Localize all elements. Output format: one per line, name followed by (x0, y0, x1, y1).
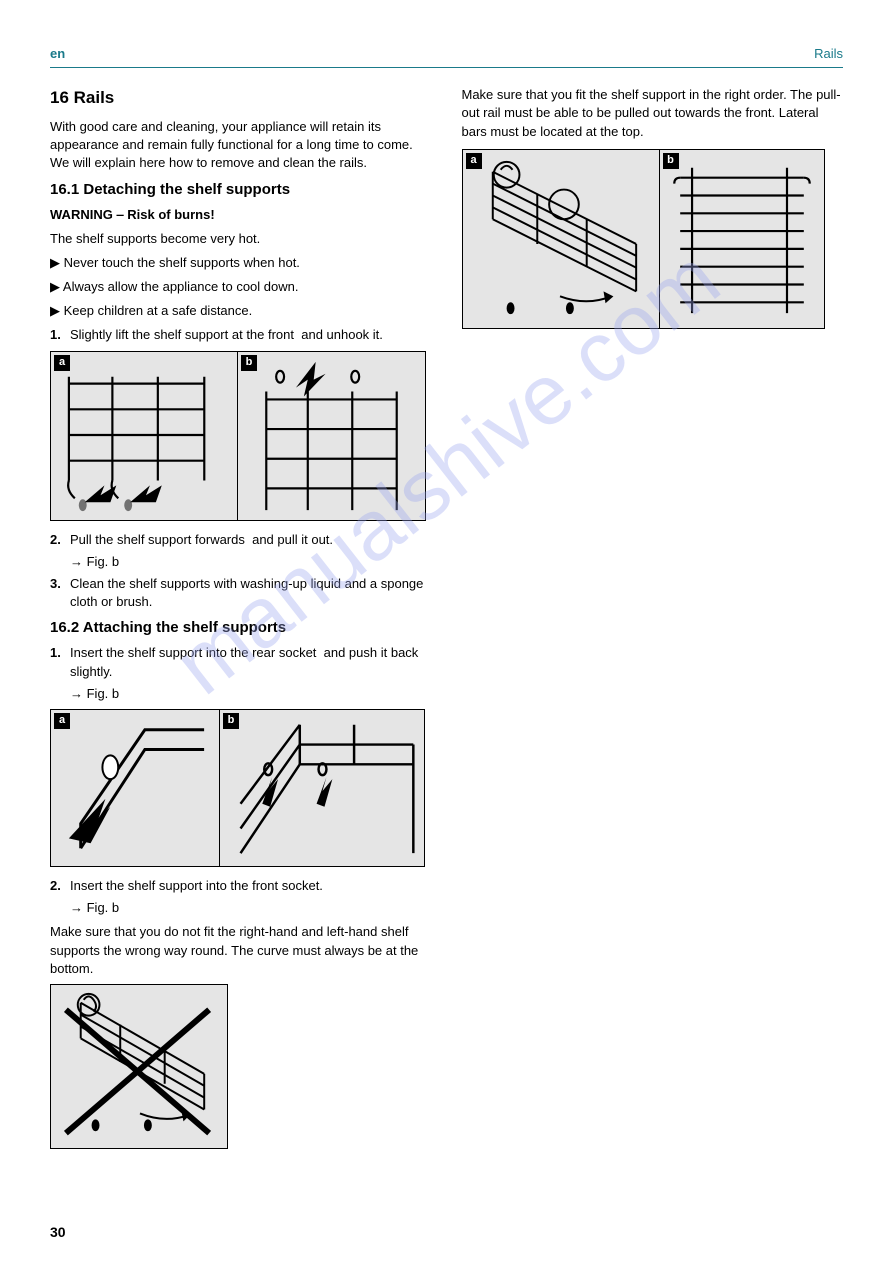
figure-detach-b: b (238, 351, 426, 521)
insert-rear-icon (51, 710, 219, 866)
figure-row-detach: a b (50, 351, 432, 521)
page-header: en Rails (50, 45, 843, 68)
rack-unhook-icon (238, 352, 425, 520)
intro-paragraph: With good care and cleaning, your applia… (50, 118, 432, 173)
attach-step-1: 1. Insert the shelf support into the rea… (50, 644, 432, 680)
figure-detach-a: a (50, 351, 238, 521)
figure-correct-b: b (660, 149, 825, 329)
warning-body: The shelf supports become very hot. (50, 230, 432, 248)
rack-lift-icon (51, 352, 237, 520)
step-text: Clean the shelf supports with washing-up… (70, 575, 432, 611)
warning-title: WARNING ‒ Risk of burns! (50, 207, 215, 222)
warning-bullet-1: ▶ Never touch the shelf supports when ho… (50, 254, 432, 272)
right-column: Make sure that you fit the shelf support… (462, 86, 844, 1159)
figure-attach-a: a (50, 709, 220, 867)
subsection-detach: 16.1 Detaching the shelf supports (50, 179, 432, 200)
figure-correct-a: a (462, 149, 660, 329)
orientation-warning: Make sure that you do not fit the right-… (50, 923, 432, 978)
section-heading: 16 Rails (50, 86, 432, 110)
step-text: Pull the shelf support forwards ⁠ and pu… (70, 531, 432, 549)
content-columns: 16 Rails With good care and cleaning, yo… (50, 86, 843, 1159)
step-text: Slightly lift the shelf support at the f… (70, 326, 432, 344)
figure-row-warn (50, 984, 432, 1149)
figure-row-attach: a b (50, 709, 432, 867)
step-1: 1. Slightly lift the shelf support at th… (50, 326, 432, 344)
figure-wrong-orientation (50, 984, 228, 1149)
step-text: Insert the shelf support into the rear s… (70, 644, 432, 680)
figure-attach-b: b (220, 709, 425, 867)
correct-pullout-icon (463, 150, 659, 328)
warning-bullet-2: ▶ Always allow the appliance to cool dow… (50, 278, 432, 296)
figure-row-correct: a (462, 149, 844, 329)
attach-step-2: 2. Insert the shelf support into the fro… (50, 877, 432, 895)
step-text: Insert the shelf support into the front … (70, 877, 432, 895)
step-2: 2. Pull the shelf support forwards ⁠ and… (50, 531, 432, 549)
header-lang: en (50, 45, 65, 63)
crossed-rack-icon (51, 985, 227, 1148)
header-title: Rails (814, 45, 843, 63)
warning-bullet-3: ▶ Keep children at a safe distance. (50, 302, 432, 320)
step-number: 3. (50, 575, 70, 611)
page-number: 30 (50, 1223, 66, 1243)
step-2-figref: → Fig. b (50, 553, 432, 571)
left-column: 16 Rails With good care and cleaning, yo… (50, 86, 432, 1159)
right-paragraph: Make sure that you fit the shelf support… (462, 86, 844, 141)
step-number: 2. (50, 531, 70, 549)
attach-step-2-figref: → Fig. b (50, 899, 432, 917)
step-number: 1. (50, 644, 70, 680)
step-3: 3. Clean the shelf supports with washing… (50, 575, 432, 611)
insert-front-icon (220, 710, 424, 866)
attach-step-1-figref: → Fig. b (50, 685, 432, 703)
step-number: 2. (50, 877, 70, 895)
step-number: 1. (50, 326, 70, 344)
correct-side-rack-icon (660, 150, 824, 328)
subsection-attach: 16.2 Attaching the shelf supports (50, 617, 432, 638)
